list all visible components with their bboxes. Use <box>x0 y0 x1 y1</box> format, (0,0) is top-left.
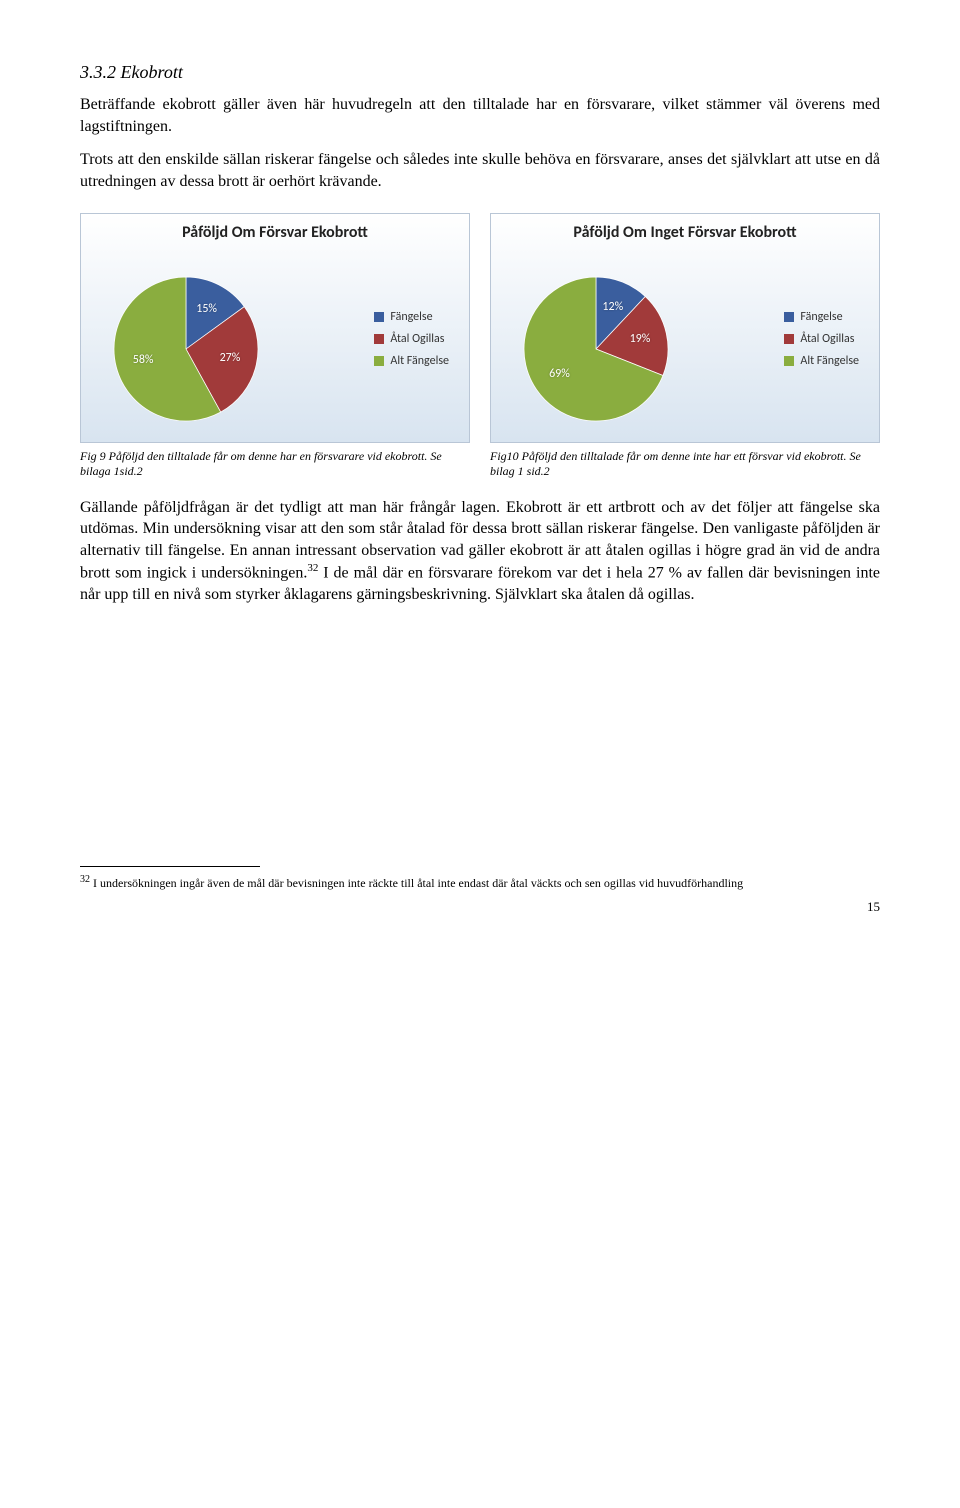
legend-swatch <box>374 312 384 322</box>
chart-left-pie: 15% 27% 58% <box>111 274 261 424</box>
legend-item: Åtal Ogillas <box>784 331 859 347</box>
footnote-32: 32 I undersökningen ingår även de mål dä… <box>80 873 880 892</box>
legend-swatch <box>784 312 794 322</box>
chart-right-title: Påföljd Om Inget Försvar Ekobrott <box>491 222 879 244</box>
legend-item: Fängelse <box>784 309 859 325</box>
caption-left: Fig 9 Påföljd den tilltalade får om denn… <box>80 449 470 479</box>
legend-swatch <box>784 356 794 366</box>
legend-swatch <box>374 334 384 344</box>
pie-slice-label: 69% <box>549 366 570 382</box>
pie-slice-label: 58% <box>133 352 154 368</box>
captions-row: Fig 9 Påföljd den tilltalade får om denn… <box>80 449 880 479</box>
chart-right-legend: Fängelse Åtal Ogillas Alt Fängelse <box>784 309 859 376</box>
legend-label: Alt Fängelse <box>800 353 859 369</box>
pie-slice-label: 27% <box>220 350 241 366</box>
legend-item: Alt Fängelse <box>374 353 449 369</box>
pie-svg-left <box>111 274 261 424</box>
legend-item: Åtal Ogillas <box>374 331 449 347</box>
chart-left-title: Påföljd Om Försvar Ekobrott <box>81 222 469 244</box>
chart-left: Påföljd Om Försvar Ekobrott 15% 27% 58% Fä… <box>80 213 470 443</box>
legend-label: Åtal Ogillas <box>800 331 854 347</box>
chart-right: Påföljd Om Inget Försvar Ekobrott 12% 19%… <box>490 213 880 443</box>
section-heading: 3.3.2 Ekobrott <box>80 60 880 84</box>
legend-label: Fängelse <box>800 309 842 325</box>
chart-right-pie: 12% 19% 69% <box>521 274 671 424</box>
legend-label: Fängelse <box>390 309 432 325</box>
paragraph-2: Trots att den enskilde sällan riskerar f… <box>80 149 880 192</box>
pie-slice-label: 12% <box>602 299 623 315</box>
footnote-num: 32 <box>80 874 90 885</box>
legend-item: Fängelse <box>374 309 449 325</box>
footnote-text: I undersökningen ingår även de mål där b… <box>90 876 743 890</box>
legend-swatch <box>374 356 384 366</box>
legend-label: Alt Fängelse <box>390 353 449 369</box>
paragraph-3: Gällande påföljdfrågan är det tydligt at… <box>80 497 880 606</box>
footnote-separator <box>80 866 260 867</box>
footnote-ref-32: 32 <box>307 562 318 574</box>
charts-row: Påföljd Om Försvar Ekobrott 15% 27% 58% Fä… <box>80 213 880 443</box>
pie-slice-label: 19% <box>630 331 651 347</box>
pie-slice-label: 15% <box>196 301 217 317</box>
chart-left-legend: Fängelse Åtal Ogillas Alt Fängelse <box>374 309 449 376</box>
legend-item: Alt Fängelse <box>784 353 859 369</box>
legend-swatch <box>784 334 794 344</box>
pie-svg-right <box>521 274 671 424</box>
legend-label: Åtal Ogillas <box>390 331 444 347</box>
paragraph-1: Beträffande ekobrott gäller även här huv… <box>80 94 880 137</box>
page-number: 15 <box>80 898 880 916</box>
caption-right: Fig10 Påföljd den tilltalade får om denn… <box>490 449 880 479</box>
